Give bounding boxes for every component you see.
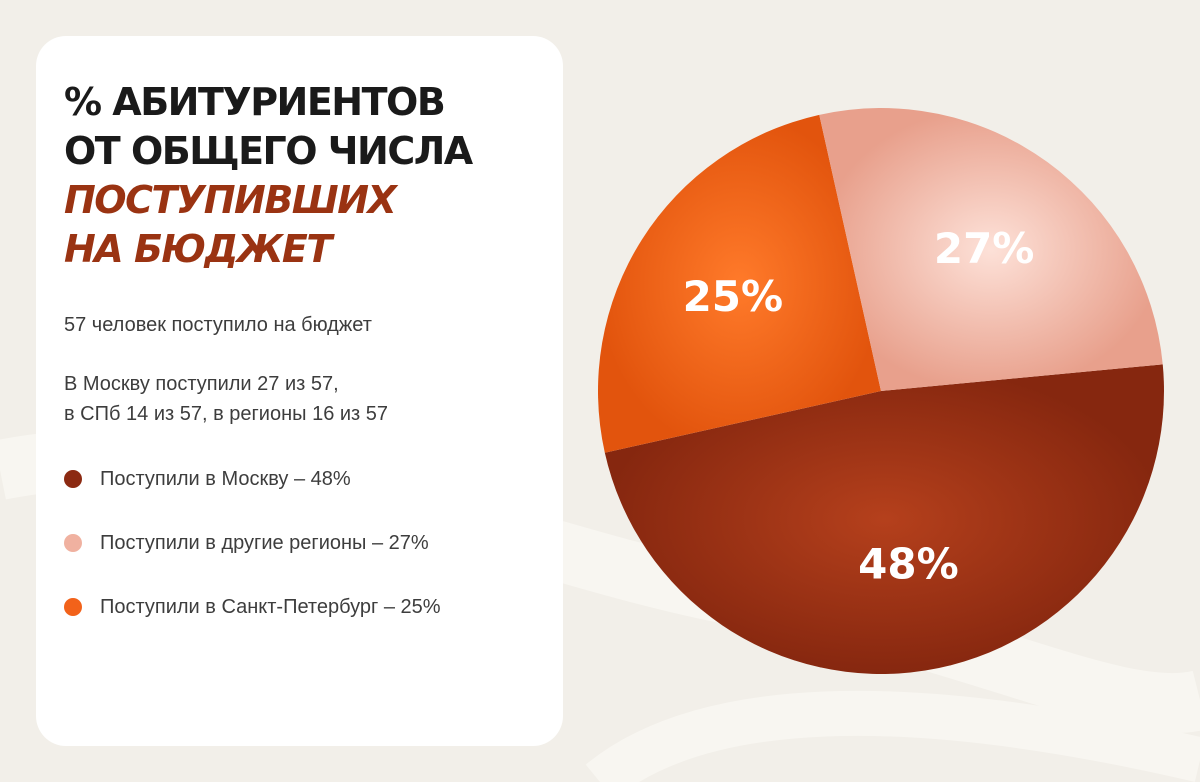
title-line-4: на бюджет bbox=[64, 227, 332, 271]
pie-slice-moscow bbox=[604, 364, 1164, 675]
pie-chart: 48% 25% 27% bbox=[598, 108, 1164, 675]
details-line-2: в СПб 14 из 57, в регионы 16 из 57 bbox=[64, 403, 389, 425]
legend-dot-regions bbox=[64, 534, 82, 552]
legend-item-regions: Поступили в другие регионы – 27% bbox=[64, 528, 441, 558]
details-line-1: В Москву поступили 27 из 57, bbox=[64, 373, 339, 395]
title-line-2: от общего числа bbox=[64, 129, 473, 173]
legend-dot-spb bbox=[64, 598, 82, 616]
chart-title: % абитуриентов от общего числа поступивш… bbox=[64, 78, 544, 274]
summary-text: 57 человек поступило на бюджет bbox=[64, 314, 372, 336]
legend-label-spb: Поступили в Санкт-Петербург – 25% bbox=[100, 595, 441, 618]
legend-label-moscow: Поступили в Москву – 48% bbox=[100, 467, 351, 490]
title-line-3: поступивших bbox=[64, 178, 397, 222]
pie-label-regions: 27% bbox=[934, 224, 1035, 273]
legend-item-moscow: Поступили в Москву – 48% bbox=[64, 464, 441, 494]
legend-label-regions: Поступили в другие регионы – 27% bbox=[100, 531, 429, 554]
legend-item-spb: Поступили в Санкт-Петербург – 25% bbox=[64, 592, 441, 622]
info-card: % абитуриентов от общего числа поступивш… bbox=[36, 36, 563, 746]
pie-slice-spb bbox=[598, 114, 881, 453]
pie-label-spb: 25% bbox=[683, 272, 784, 321]
pie-slice-regions bbox=[819, 108, 1163, 391]
title-line-1: % абитуриентов bbox=[64, 80, 446, 124]
pie-label-moscow: 48% bbox=[858, 539, 959, 588]
details-text: В Москву поступили 27 из 57, в СПб 14 из… bbox=[64, 369, 544, 429]
legend-dot-moscow bbox=[64, 470, 82, 488]
legend: Поступили в Москву – 48% Поступили в дру… bbox=[64, 464, 441, 656]
